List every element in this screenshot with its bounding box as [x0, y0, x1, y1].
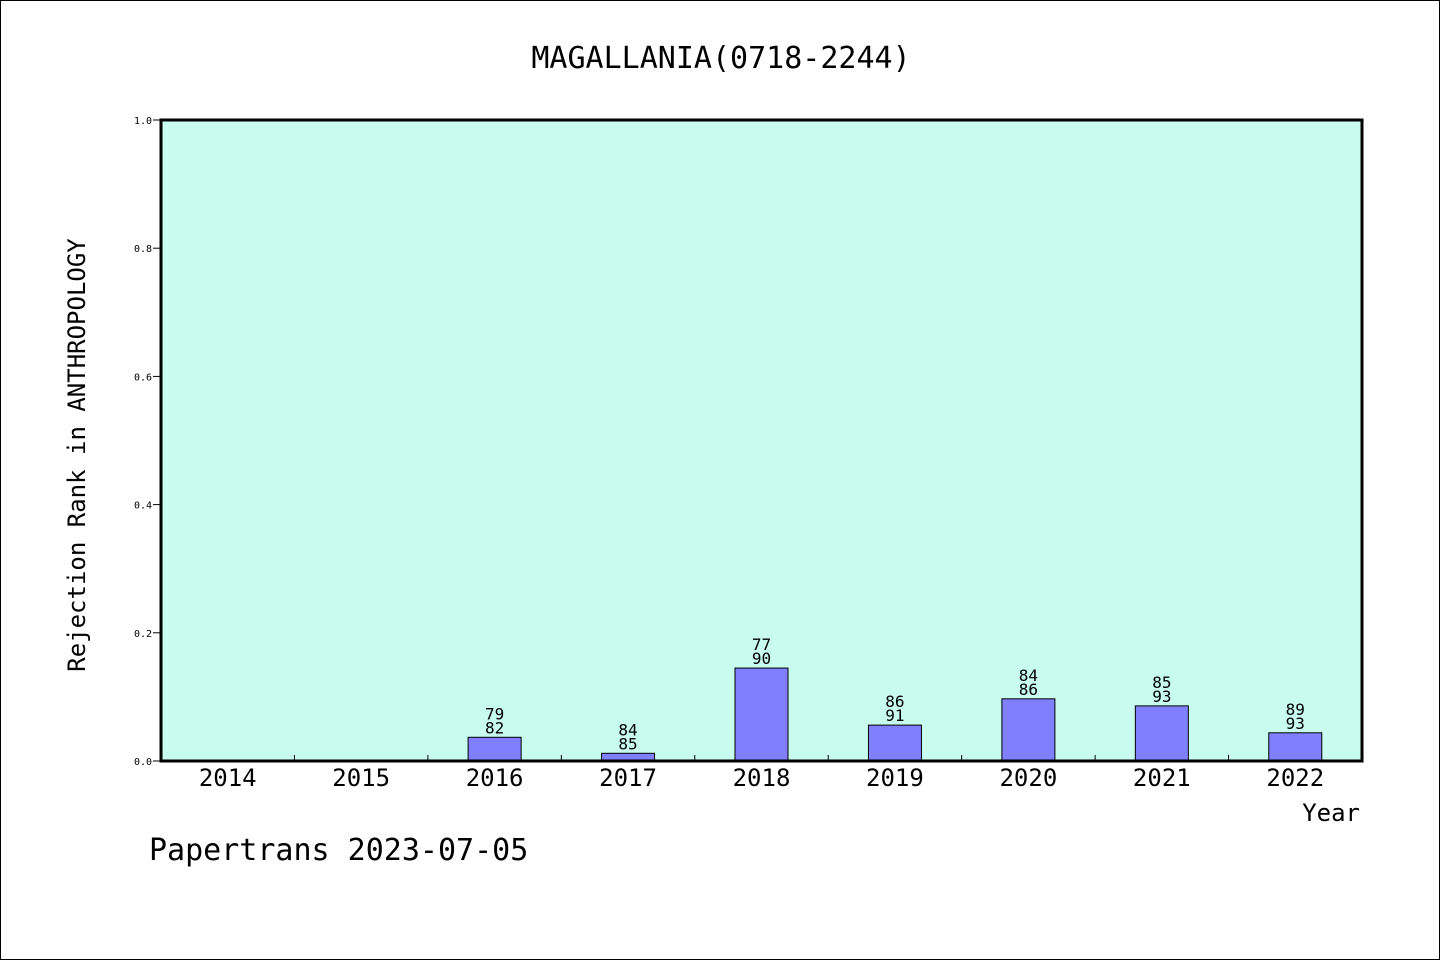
bar-2019: [867, 724, 922, 762]
bar-label-top: 79: [485, 704, 504, 723]
bar-label-bottom: 82: [485, 718, 504, 737]
y-tick-label: 0.4: [134, 501, 152, 512]
x-tick-label: 2017: [599, 764, 657, 792]
bar-2022: [1268, 732, 1323, 762]
x-axis-label: Year: [1302, 799, 1360, 827]
x-tick-label: 2022: [1266, 764, 1324, 792]
bar-2016: [467, 736, 522, 762]
bar-label-bottom: 90: [752, 649, 771, 668]
bars-group: [467, 667, 1323, 762]
x-axis-ticks: 2014 2015 2016 2017 2018 2019 2020 2021 2022: [199, 755, 1324, 792]
x-tick-label: 2015: [332, 764, 390, 792]
y-axis-ticks: 0.0 0.2 0.4 0.6 0.8 1.0: [134, 116, 161, 768]
bar-label-bottom: 93: [1286, 714, 1305, 733]
bar-2020: [1001, 698, 1056, 762]
plot-frame: [159, 118, 1364, 763]
y-tick-label: 0.0: [134, 757, 152, 768]
x-tick-label: 2020: [999, 764, 1057, 792]
bar-label-bottom: 86: [1019, 680, 1038, 699]
y-tick-label: 1.0: [134, 116, 152, 127]
x-tick-label: 2016: [466, 764, 524, 792]
x-tick-label: 2019: [866, 764, 924, 792]
bar-label-bottom: 91: [885, 706, 904, 725]
bar-label-top: 86: [885, 692, 904, 711]
bar-label-top: 77: [752, 635, 771, 654]
bar-2021: [1134, 705, 1189, 762]
bar-label-top: 84: [618, 720, 637, 739]
y-axis-label: Rejection Rank in ANTHROPOLOGY: [63, 238, 91, 672]
bar-label-top: 85: [1152, 673, 1171, 692]
y-tick-label: 0.8: [134, 244, 152, 255]
x-tick-label: 2014: [199, 764, 257, 792]
bar-label-bottom: 93: [1152, 687, 1171, 706]
bar-2018: [734, 667, 789, 762]
y-tick-label: 0.2: [134, 629, 152, 640]
bar-label-top: 84: [1019, 666, 1038, 685]
x-tick-label: 2021: [1133, 764, 1191, 792]
footer-text: Papertrans 2023-07-05: [149, 833, 529, 868]
bar-label-top: 89: [1286, 700, 1305, 719]
y-tick-label: 0.6: [134, 372, 152, 383]
x-tick-label: 2018: [733, 764, 791, 792]
plot-area: [159, 118, 1364, 763]
chart-title: MAGALLANIA(0718-2244): [531, 41, 910, 76]
bar-label-bottom: 85: [618, 734, 637, 753]
